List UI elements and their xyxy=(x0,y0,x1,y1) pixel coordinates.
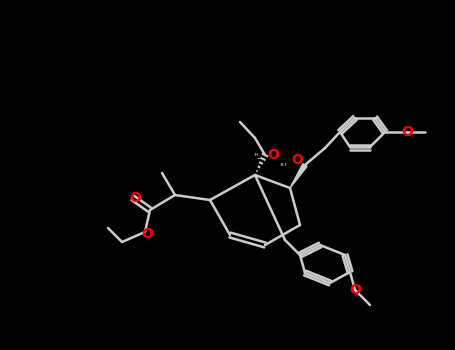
Text: ''': ''' xyxy=(279,162,287,172)
Text: O: O xyxy=(401,125,413,139)
Text: O: O xyxy=(349,283,361,297)
Text: O: O xyxy=(129,191,141,205)
Text: O: O xyxy=(141,227,153,241)
Text: O: O xyxy=(267,148,279,162)
Text: "-: "- xyxy=(253,152,261,162)
Polygon shape xyxy=(290,164,307,188)
Text: O: O xyxy=(291,153,303,167)
